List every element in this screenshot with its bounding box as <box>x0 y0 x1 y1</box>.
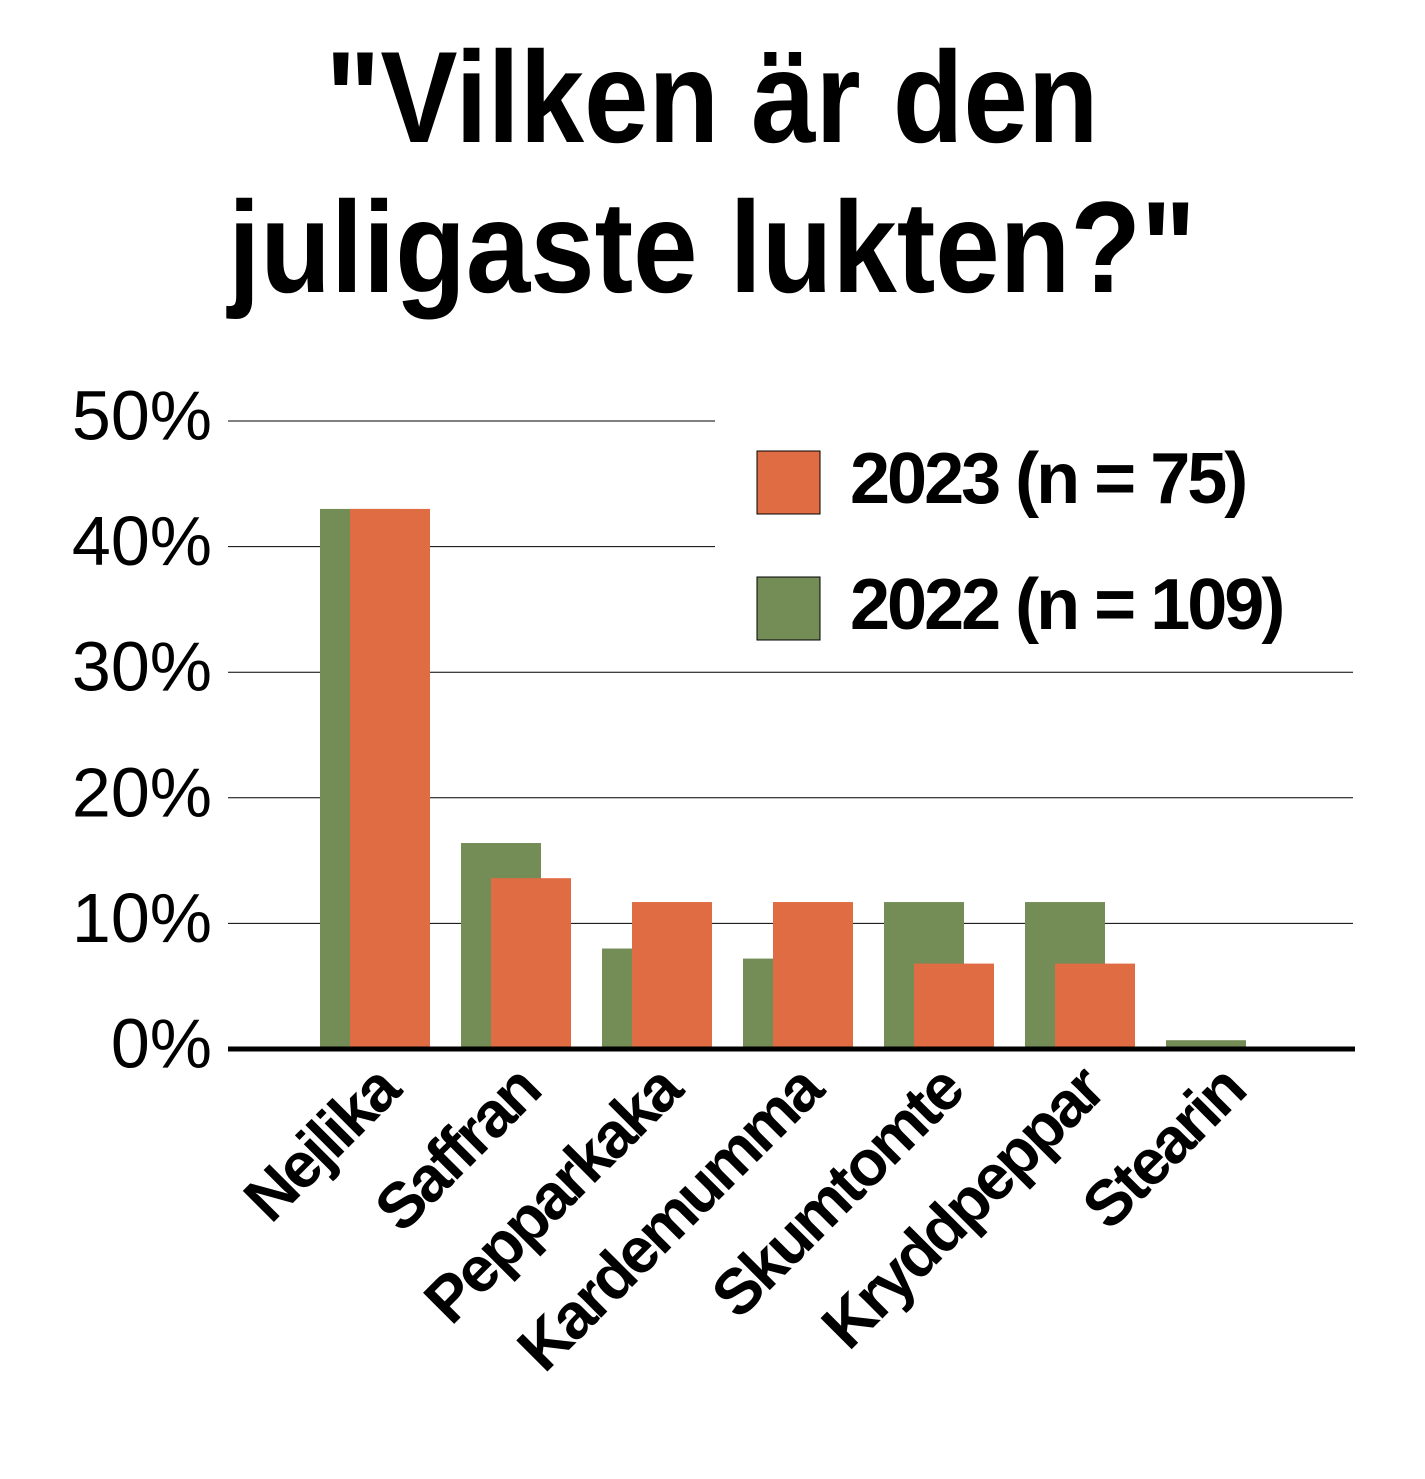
bar <box>1055 963 1135 1049</box>
y-tick-label: 50% <box>72 376 212 454</box>
y-tick-label: 40% <box>72 502 212 580</box>
y-tick-label: 30% <box>72 628 212 706</box>
bar <box>914 963 994 1049</box>
bar <box>632 902 712 1049</box>
y-tick-label: 10% <box>72 879 212 957</box>
legend-label: 2023 (n = 75) <box>850 439 1245 519</box>
bar <box>491 878 571 1049</box>
bar <box>773 902 853 1049</box>
y-tick-label: 0% <box>111 1004 212 1082</box>
legend-swatch <box>756 450 821 515</box>
x-tick-group: Stearin <box>1068 1053 1257 1242</box>
legend-swatch <box>756 576 821 641</box>
chart-title: "Vilken är den juligaste lukten?" <box>228 24 1196 320</box>
bar <box>1166 1040 1246 1049</box>
legend-label: 2022 (n = 109) <box>850 565 1282 645</box>
bar <box>350 508 430 1049</box>
y-tick-label: 20% <box>72 753 212 831</box>
x-tick-label: Stearin <box>1068 1053 1257 1242</box>
